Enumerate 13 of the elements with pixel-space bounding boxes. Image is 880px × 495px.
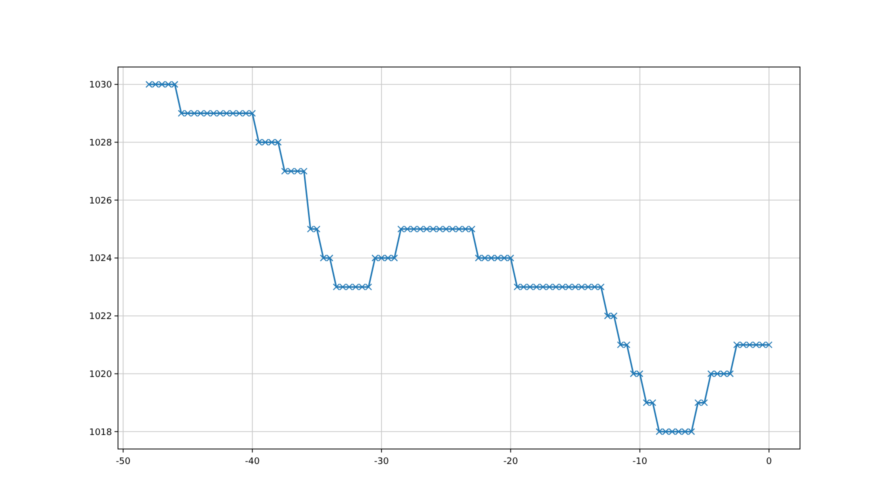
y-tick-label: 1030 <box>89 80 112 91</box>
y-tick-label: 1020 <box>89 370 112 380</box>
y-tick-label: 1028 <box>89 138 112 148</box>
x-tick-label: -40 <box>244 457 260 467</box>
x-tick-label: 0 <box>766 457 772 467</box>
x-tick-label: -10 <box>632 457 648 467</box>
y-tick-label: 1022 <box>89 312 112 322</box>
x-tick-label: -50 <box>116 457 131 467</box>
y-tick-label: 1024 <box>89 254 112 264</box>
y-tick-label: 1026 <box>89 196 112 206</box>
x-tick-label: -20 <box>503 457 518 467</box>
y-tick-label: 1018 <box>89 428 112 438</box>
x-tick-label: -30 <box>374 457 390 467</box>
